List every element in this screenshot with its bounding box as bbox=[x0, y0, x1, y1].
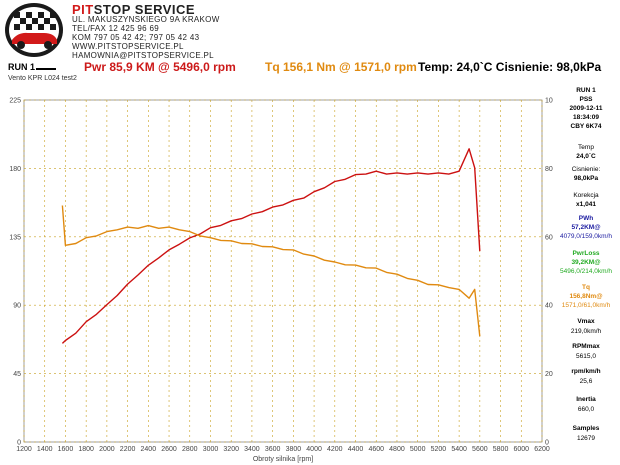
x-tick-label: 5600 bbox=[472, 446, 488, 453]
panel-tq-value: 156,8Nm@ bbox=[569, 293, 603, 300]
torque-curve bbox=[61, 205, 481, 337]
x-tick-label: 4600 bbox=[368, 446, 384, 453]
y-right-tick-label: 100 bbox=[545, 98, 553, 105]
x-tick-label: 4000 bbox=[306, 446, 322, 453]
y-left-tick-label: 90 bbox=[13, 303, 21, 310]
x-tick-label: 4800 bbox=[389, 446, 405, 453]
x-tick-label: 4200 bbox=[327, 446, 343, 453]
panel-inertia-value: 660,0 bbox=[577, 406, 595, 413]
brand-name: PITSTOP SERVICE bbox=[72, 2, 195, 17]
y-right-tick-label: 0 bbox=[545, 440, 549, 447]
x-tick-label: 3600 bbox=[265, 446, 281, 453]
plot-area bbox=[23, 99, 543, 443]
y-left-tick-label: 0 bbox=[17, 440, 21, 447]
x-tick-label: 2000 bbox=[99, 446, 115, 453]
axis-ticks: 1200 1400 1600 1800 2000 2200 2400 2600 2800 3000… bbox=[9, 98, 553, 454]
y-left-tick-label: 180 bbox=[9, 166, 21, 173]
torque-summary: Tq 156,1 Nm @ 1571,0 rpm bbox=[265, 60, 417, 74]
panel-rpmmax-label: RPMmax bbox=[572, 343, 600, 350]
x-tick-label: 3200 bbox=[223, 446, 239, 453]
panel-press-value: 98,0kPa bbox=[573, 175, 599, 182]
x-tick-label: 1400 bbox=[37, 446, 53, 453]
y-right-tick-label: 80 bbox=[545, 166, 553, 173]
panel-ratio-value: 25,6 bbox=[579, 378, 593, 385]
panel-vehicle: CBY 6K74 bbox=[570, 123, 602, 130]
x-tick-label: 3400 bbox=[244, 446, 260, 453]
vehicle-subtitle: Vento KPR L024 test2 bbox=[8, 75, 77, 82]
x-tick-label: 1800 bbox=[78, 446, 94, 453]
x-tick-label: 2400 bbox=[141, 446, 157, 453]
power-curve bbox=[61, 148, 481, 344]
series bbox=[61, 148, 481, 344]
panel-vmax-value: 219,0km/h bbox=[570, 328, 602, 335]
x-axis-label: Obroty silnika [rpm] bbox=[253, 456, 313, 463]
x-tick-label: 5200 bbox=[431, 446, 447, 453]
panel-corr-value: x1,041 bbox=[576, 201, 596, 208]
address: UL. MAKUSZYNSKIEGO 9A KRAKOW bbox=[72, 15, 220, 24]
run-label: RUN 1 bbox=[8, 62, 36, 72]
x-tick-label: 2800 bbox=[182, 446, 198, 453]
power-summary: Pwr 85,9 KM @ 5496,0 rpm bbox=[84, 60, 236, 74]
brand-pit: PIT bbox=[72, 2, 94, 17]
y-right-tick-label: 60 bbox=[545, 234, 553, 241]
panel-inertia-label: Inertia bbox=[576, 396, 596, 403]
x-tick-label: 4400 bbox=[348, 446, 364, 453]
panel-pwh-value: 57,2KM@ bbox=[571, 224, 601, 231]
x-tick-label: 2600 bbox=[161, 446, 177, 453]
panel-pss: PSS bbox=[579, 96, 593, 103]
x-tick-label: 2200 bbox=[120, 446, 136, 453]
y-left-tick-label: 45 bbox=[13, 371, 21, 378]
panel-temp-value: 24,0`C bbox=[576, 153, 596, 160]
y-right-tick-label: 20 bbox=[545, 371, 553, 378]
panel-corr-label: Korekcja bbox=[573, 192, 599, 199]
dyno-chart: 1200 1400 1600 1800 2000 2200 2400 2600 2800 3000… bbox=[9, 98, 553, 464]
y-left-tick-label: 225 bbox=[9, 98, 21, 105]
panel-ratio-label: rpm/km/h bbox=[571, 368, 601, 375]
panel-pwh-detail: 4079,0/159,0km/h bbox=[559, 233, 613, 240]
y-right-tick-label: 40 bbox=[545, 303, 553, 310]
pitstop-logo bbox=[5, 3, 63, 57]
panel-samples-value: 12679 bbox=[576, 435, 596, 442]
panel-date: 2009-12-11 bbox=[569, 105, 603, 112]
grid bbox=[23, 99, 543, 443]
panel-samples-label: Samples bbox=[572, 425, 600, 432]
email: HAMOWNIA@PITSTOPSERVICE.PL bbox=[72, 51, 214, 60]
panel-tq-label: Tq bbox=[582, 284, 590, 291]
panel-loss-detail: 5496,0/214,0km/h bbox=[559, 268, 613, 275]
run-legend-line bbox=[36, 68, 56, 70]
x-tick-label: 5000 bbox=[410, 446, 426, 453]
x-tick-label: 6000 bbox=[513, 446, 529, 453]
y-left-tick-label: 135 bbox=[9, 234, 21, 241]
website: WWW.PITSTOPSERVICE.PL bbox=[72, 42, 184, 51]
x-tick-label: 3800 bbox=[286, 446, 302, 453]
telfax: TEL/FAX 12 425 96 69 bbox=[72, 24, 159, 33]
x-tick-label: 3000 bbox=[203, 446, 219, 453]
panel-rpmmax-value: 5615,0 bbox=[576, 353, 596, 360]
conditions-summary: Temp: 24,0`C Cisnienie: 98,0kPa bbox=[418, 60, 602, 74]
panel-loss-value: 39,2KM@ bbox=[571, 259, 601, 266]
panel-tq-detail: 1571,0/61,0km/h bbox=[561, 302, 611, 309]
x-tick-label: 6200 bbox=[534, 446, 550, 453]
panel-temp-label: Temp bbox=[578, 144, 594, 151]
panel-time: 18:34:09 bbox=[572, 114, 600, 121]
panel-run: RUN 1 bbox=[576, 87, 596, 94]
panel-vmax-label: Vmax bbox=[577, 318, 595, 325]
brand-rest: STOP SERVICE bbox=[93, 2, 196, 17]
mobile: KOM 797 05 42 42; 797 05 42 43 bbox=[72, 33, 200, 42]
panel-loss-label: PwrLoss bbox=[572, 250, 600, 257]
x-tick-label: 5800 bbox=[493, 446, 509, 453]
panel-pwh-label: PWh bbox=[578, 215, 594, 222]
x-tick-label: 1200 bbox=[16, 446, 32, 453]
x-tick-label: 5400 bbox=[451, 446, 467, 453]
x-tick-label: 1600 bbox=[58, 446, 74, 453]
panel-press-label: Cisnienie: bbox=[571, 166, 601, 173]
